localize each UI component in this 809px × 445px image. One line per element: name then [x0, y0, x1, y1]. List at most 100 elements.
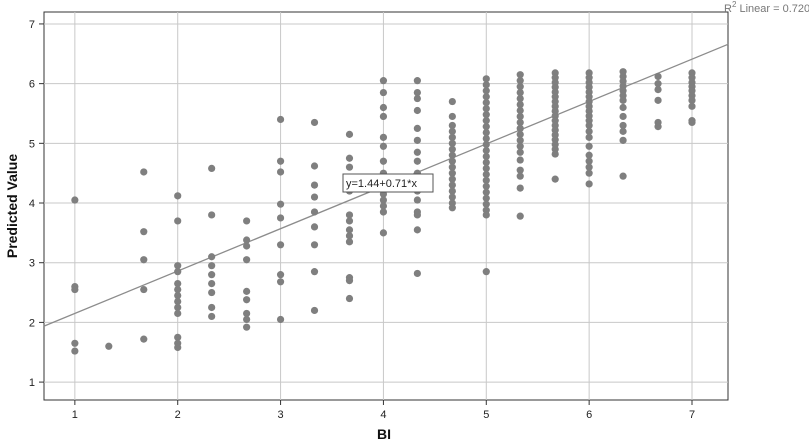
data-point [174, 303, 182, 312]
data-point [482, 99, 490, 107]
tick-labels: 1 2 3 4 5 6 7 1 2 3 4 5 6 7 [29, 19, 695, 421]
data-point [448, 121, 456, 130]
data-point [379, 208, 388, 216]
data-point [345, 163, 354, 171]
data-point [482, 123, 490, 131]
data-point [482, 134, 490, 143]
data-point [585, 142, 593, 150]
data-point [516, 100, 524, 109]
data-point [71, 285, 79, 294]
data-point [482, 188, 490, 196]
y-tick-label: 3 [29, 258, 35, 270]
x-tick-label: 5 [483, 409, 489, 421]
data-point [276, 278, 285, 286]
data-point [482, 93, 490, 101]
data-point [448, 193, 456, 201]
data-point [208, 262, 216, 270]
data-point [619, 136, 627, 144]
data-point [516, 136, 524, 144]
data-point [585, 163, 593, 171]
data-point [243, 309, 251, 318]
data-point [276, 115, 285, 124]
data-point [413, 77, 421, 85]
data-point [516, 77, 524, 85]
data-point [448, 187, 456, 195]
data-point [413, 136, 421, 144]
data-point [619, 96, 627, 104]
data-point [276, 214, 285, 222]
data-point [243, 287, 251, 295]
data-point [174, 268, 182, 276]
data-point [345, 238, 354, 246]
data-point [310, 162, 319, 170]
data-point [276, 168, 285, 176]
data-point [208, 253, 216, 261]
data-point [345, 211, 354, 219]
data-point [516, 124, 524, 132]
data-point [688, 96, 696, 104]
data-point [516, 88, 524, 97]
data-point [688, 102, 696, 110]
x-tick-label: 1 [72, 409, 78, 421]
data-point [482, 117, 490, 125]
data-point [208, 288, 216, 297]
data-point [516, 172, 524, 180]
data-point [174, 297, 182, 306]
data-point [208, 280, 216, 288]
data-point [174, 217, 182, 225]
x-tick-label: 2 [175, 409, 181, 421]
data-point [140, 168, 148, 176]
data-point [448, 175, 456, 183]
data-point [448, 163, 456, 171]
data-point [413, 211, 421, 219]
data-point [71, 339, 79, 347]
data-point [448, 139, 456, 147]
equation-box [342, 173, 434, 193]
data-point [482, 268, 490, 276]
data-point [276, 271, 285, 279]
y-tick-label: 6 [29, 79, 35, 91]
data-point [345, 217, 354, 225]
data-point [482, 176, 490, 184]
data-point [448, 97, 456, 106]
data-point [516, 83, 524, 91]
data-point [482, 105, 490, 113]
data-point [619, 121, 627, 130]
data-point [413, 226, 421, 234]
data-point [105, 342, 113, 350]
data-point [516, 130, 524, 138]
data-point [585, 169, 593, 177]
data-point [243, 236, 251, 244]
data-point [551, 175, 559, 183]
data-point [482, 170, 490, 178]
r2-label: R2 Linear = 0.720 [724, 0, 809, 15]
data-point [619, 112, 627, 121]
data-point [140, 228, 148, 236]
data-point [585, 157, 593, 165]
data-point [413, 88, 421, 97]
data-point [140, 256, 148, 264]
data-point [482, 146, 490, 155]
data-point [551, 150, 559, 158]
data-point [516, 148, 524, 156]
x-tick-label: 7 [689, 409, 695, 421]
data-point [208, 303, 216, 312]
data-point [482, 111, 490, 119]
data-point [71, 196, 79, 204]
data-point [379, 103, 388, 112]
data-point [654, 96, 662, 104]
data-point [174, 343, 182, 352]
data-point [516, 112, 524, 121]
data-point [140, 335, 148, 343]
data-point [345, 130, 354, 138]
data-point [276, 315, 285, 324]
data-point [482, 87, 490, 95]
data-point [448, 169, 456, 177]
data-point [516, 212, 524, 220]
data-point [208, 164, 216, 172]
data-point [379, 88, 388, 97]
data-point [448, 127, 456, 135]
data-point [448, 204, 456, 212]
data-point [379, 157, 388, 165]
data-point [310, 268, 319, 276]
